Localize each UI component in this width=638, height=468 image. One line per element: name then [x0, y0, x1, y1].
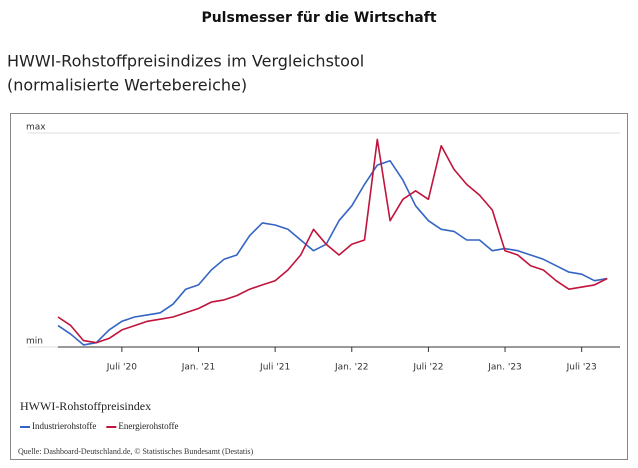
x-tick-label: Juli '22 [412, 363, 443, 373]
x-tick-label: Jan. '23 [487, 363, 522, 373]
legend-title: HWWI-Rohstoffpreisindex [20, 399, 151, 413]
legend-label: Energierohstoffe [118, 421, 178, 431]
x-tick-label: Juli '20 [106, 363, 137, 373]
x-tick-label: Jan. '21 [181, 363, 216, 373]
x-tick-label: Juli '23 [566, 363, 597, 373]
page-header: Pulsmesser für die Wirtschaft [201, 10, 436, 26]
series-line [57, 160, 608, 346]
source: Quelle: Dashboard-Deutschland.de, © Stat… [18, 447, 253, 456]
x-tick-label: Juli '21 [259, 363, 290, 373]
chart-frame [10, 113, 628, 460]
x-tick-label: Jan. '22 [334, 363, 369, 373]
legend-label: Industrierohstoffe [32, 421, 96, 431]
chart-subtitle: (normalisierte Wertebereiche) [7, 76, 247, 95]
y-tick-label: max [26, 123, 46, 133]
y-tick-label: min [26, 337, 43, 347]
chart-title: HWWI-Rohstoffpreisindizes im Vergleichst… [7, 52, 364, 71]
series-line [57, 138, 608, 344]
